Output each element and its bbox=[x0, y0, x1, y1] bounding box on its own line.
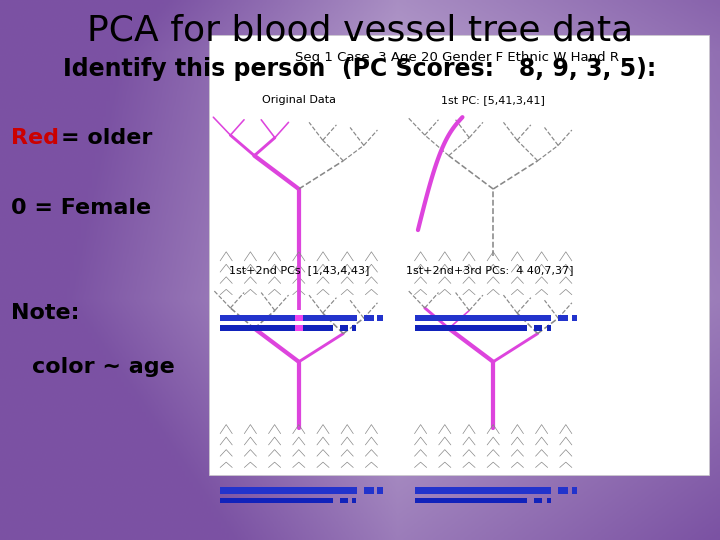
Bar bbox=[364, 315, 374, 321]
Bar bbox=[294, 325, 303, 330]
Bar bbox=[294, 315, 303, 321]
Text: = older: = older bbox=[61, 127, 153, 148]
Bar bbox=[220, 325, 333, 330]
Bar bbox=[534, 498, 542, 503]
Bar bbox=[377, 315, 383, 321]
Bar bbox=[364, 488, 374, 494]
Bar bbox=[340, 498, 348, 503]
Bar bbox=[415, 325, 528, 330]
Text: Red: Red bbox=[11, 127, 59, 148]
Bar bbox=[558, 315, 569, 321]
Bar bbox=[415, 488, 552, 494]
FancyBboxPatch shape bbox=[209, 35, 709, 475]
Bar bbox=[220, 488, 357, 494]
Bar bbox=[377, 488, 383, 494]
Bar bbox=[340, 325, 348, 330]
Bar bbox=[415, 498, 528, 503]
Text: 1st+2nd PCs  [1,43,4,43]: 1st+2nd PCs [1,43,4,43] bbox=[229, 265, 369, 275]
Text: Original Data: Original Data bbox=[262, 95, 336, 105]
Bar bbox=[546, 498, 551, 503]
Bar bbox=[220, 498, 333, 503]
Text: 1st PC: [5,41,3,41]: 1st PC: [5,41,3,41] bbox=[441, 95, 545, 105]
Text: Identify this person  (PC Scores:   8, 9, 3, 5):: Identify this person (PC Scores: 8, 9, 3… bbox=[63, 57, 657, 80]
Bar bbox=[415, 315, 552, 321]
Bar bbox=[572, 315, 577, 321]
Bar bbox=[220, 315, 357, 321]
Bar bbox=[352, 498, 356, 503]
Bar bbox=[572, 488, 577, 494]
Text: 1st+2nd+3rd PCs:  4 40,7,37]: 1st+2nd+3rd PCs: 4 40,7,37] bbox=[406, 265, 573, 275]
Text: 0 = Female: 0 = Female bbox=[11, 198, 151, 218]
Text: Note:: Note: bbox=[11, 303, 79, 323]
Text: PCA for blood vessel tree data: PCA for blood vessel tree data bbox=[87, 14, 633, 48]
Bar bbox=[534, 325, 542, 330]
Bar bbox=[558, 488, 569, 494]
Text: Seq 1 Case  3 Age 20 Gender F Ethnic W Hand R: Seq 1 Case 3 Age 20 Gender F Ethnic W Ha… bbox=[295, 51, 619, 64]
Bar bbox=[352, 325, 356, 330]
Bar bbox=[546, 325, 551, 330]
Text: color ~ age: color ~ age bbox=[32, 357, 175, 377]
